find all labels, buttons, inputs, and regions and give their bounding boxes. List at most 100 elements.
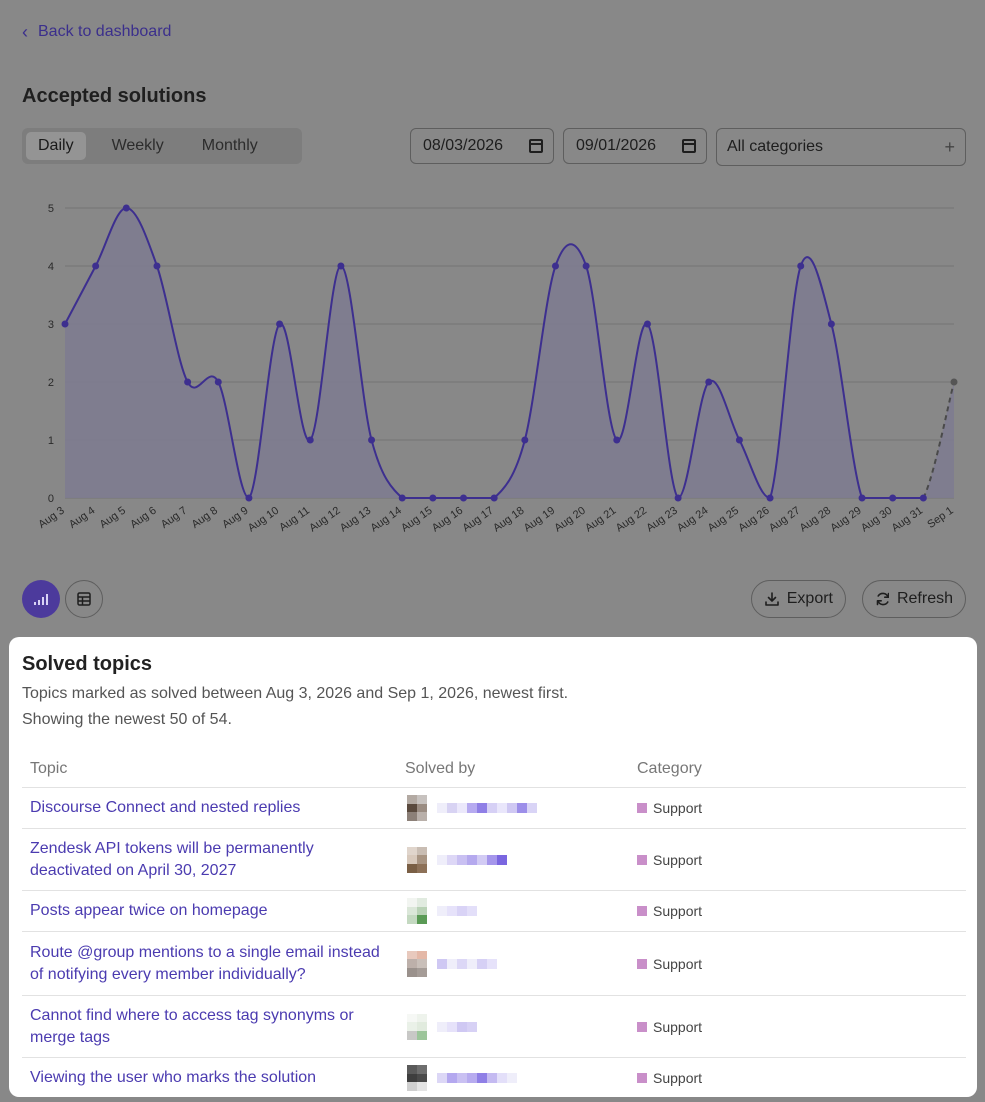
solver-username[interactable]	[437, 1017, 477, 1037]
back-link-label: Back to dashboard	[38, 23, 172, 40]
solved-topics-table: Topic Solved by Category Discourse Conne…	[22, 751, 966, 1097]
x-tick-label: Aug 7	[159, 505, 189, 531]
solver-username[interactable]	[437, 901, 477, 921]
x-tick-label: Aug 14	[368, 505, 403, 535]
topic-link[interactable]: Cannot find where to access tag synonyms…	[30, 1006, 354, 1046]
solver-user[interactable]	[397, 846, 637, 873]
topic-link[interactable]: Viewing the user who marks the solution	[30, 1069, 317, 1086]
data-point	[858, 494, 866, 502]
x-tick-label: Aug 16	[430, 505, 465, 535]
x-tick-label: Aug 17	[460, 505, 495, 535]
category-color-swatch	[637, 1021, 647, 1032]
data-point	[521, 436, 529, 444]
table-row: Cannot find where to access tag synonyms…	[22, 996, 966, 1058]
table-icon	[77, 592, 91, 606]
category-badge[interactable]: Support	[637, 852, 966, 868]
category-badge[interactable]: Support	[637, 1019, 966, 1035]
x-tick-label: Aug 10	[246, 505, 281, 535]
avatar[interactable]	[407, 1065, 427, 1091]
x-tick-label: Sep 1	[925, 505, 955, 531]
topic-link[interactable]: Posts appear twice on homepage	[30, 902, 268, 919]
solver-username[interactable]	[437, 1068, 517, 1088]
x-tick-label: Aug 8	[190, 505, 220, 531]
topic-link[interactable]: Route @group mentions to a single email …	[30, 943, 380, 983]
category-color-swatch	[637, 958, 647, 969]
data-point	[889, 494, 897, 502]
avatar[interactable]	[407, 1013, 427, 1040]
end-date-input[interactable]: 09/01/2026	[563, 128, 707, 164]
x-tick-label: Aug 23	[644, 505, 679, 535]
table-row: Route @group mentions to a single email …	[22, 932, 966, 996]
x-tick-label: Aug 15	[399, 505, 434, 535]
category-label: Support	[653, 903, 703, 919]
solver-user[interactable]	[397, 795, 637, 821]
category-select[interactable]: All categories +	[716, 128, 966, 166]
category-color-swatch	[637, 1073, 647, 1083]
column-header-category[interactable]: Category	[637, 760, 702, 777]
solver-user[interactable]	[397, 1065, 637, 1091]
data-point	[368, 436, 376, 444]
y-tick-label: 1	[48, 435, 54, 447]
solved-topics-count: Showing the newest 50 of 54.	[22, 711, 232, 728]
bar-chart-icon	[34, 594, 48, 605]
solver-user[interactable]	[397, 950, 637, 977]
x-tick-label: Aug 28	[798, 505, 833, 535]
data-point	[950, 378, 958, 386]
period-weekly-button[interactable]: Weekly	[111, 137, 164, 154]
category-badge[interactable]: Support	[637, 956, 966, 972]
data-point	[92, 262, 100, 270]
table-row: Viewing the user who marks the solution …	[22, 1058, 966, 1097]
x-tick-label: Aug 25	[706, 505, 741, 535]
data-point	[613, 436, 621, 444]
end-date-value: 09/01/2026	[576, 137, 657, 154]
solver-username[interactable]	[437, 850, 507, 870]
category-badge[interactable]: Support	[637, 800, 966, 816]
data-point	[827, 320, 835, 328]
page-title: Accepted solutions	[22, 85, 207, 107]
category-badge[interactable]: Support	[637, 1070, 966, 1086]
refresh-icon	[876, 592, 889, 606]
avatar[interactable]	[407, 898, 427, 924]
topic-link[interactable]: Zendesk API tokens will be permanently d…	[30, 839, 314, 879]
column-header-solved-by[interactable]: Solved by	[405, 760, 476, 777]
calendar-icon[interactable]	[529, 139, 543, 153]
chart-area-fill	[65, 208, 954, 498]
topic-link[interactable]: Discourse Connect and nested replies	[30, 799, 301, 816]
table-view-button[interactable]	[65, 580, 103, 618]
refresh-button[interactable]: Refresh	[862, 580, 966, 618]
data-point	[245, 494, 253, 502]
category-badge[interactable]: Support	[637, 903, 966, 919]
calendar-icon[interactable]	[682, 139, 696, 153]
x-tick-label: Aug 26	[736, 505, 771, 535]
category-select-value: All categories	[727, 138, 824, 155]
data-point	[919, 494, 927, 502]
column-header-topic[interactable]: Topic	[30, 760, 68, 777]
period-daily-button[interactable]: Daily	[26, 132, 86, 160]
avatar[interactable]	[407, 846, 427, 873]
category-color-swatch	[637, 854, 647, 865]
x-tick-label: Aug 4	[67, 505, 97, 531]
solved-topics-title: Solved topics	[22, 653, 153, 675]
avatar[interactable]	[407, 950, 427, 977]
export-button[interactable]: Export	[751, 580, 846, 618]
chart-view-button[interactable]	[22, 580, 60, 618]
data-point	[122, 204, 130, 212]
y-tick-label: 2	[48, 377, 54, 389]
start-date-input[interactable]: 08/03/2026	[410, 128, 554, 164]
table-row: Posts appear twice on homepage Support	[22, 891, 966, 932]
category-label: Support	[653, 800, 703, 816]
x-tick-label: Aug 18	[491, 505, 526, 535]
x-tick-label: Aug 12	[307, 505, 342, 535]
solver-username[interactable]	[437, 798, 537, 818]
category-label: Support	[653, 1018, 703, 1035]
solver-username[interactable]	[437, 954, 497, 974]
avatar[interactable]	[407, 795, 427, 821]
period-monthly-button[interactable]: Monthly	[201, 137, 258, 154]
back-to-dashboard-link[interactable]: ‹ Back to dashboard	[22, 22, 171, 42]
x-tick-label: Aug 30	[859, 505, 894, 535]
solver-user[interactable]	[397, 1013, 637, 1040]
data-point	[674, 494, 682, 502]
data-point	[153, 262, 161, 270]
solver-user[interactable]	[397, 898, 637, 924]
